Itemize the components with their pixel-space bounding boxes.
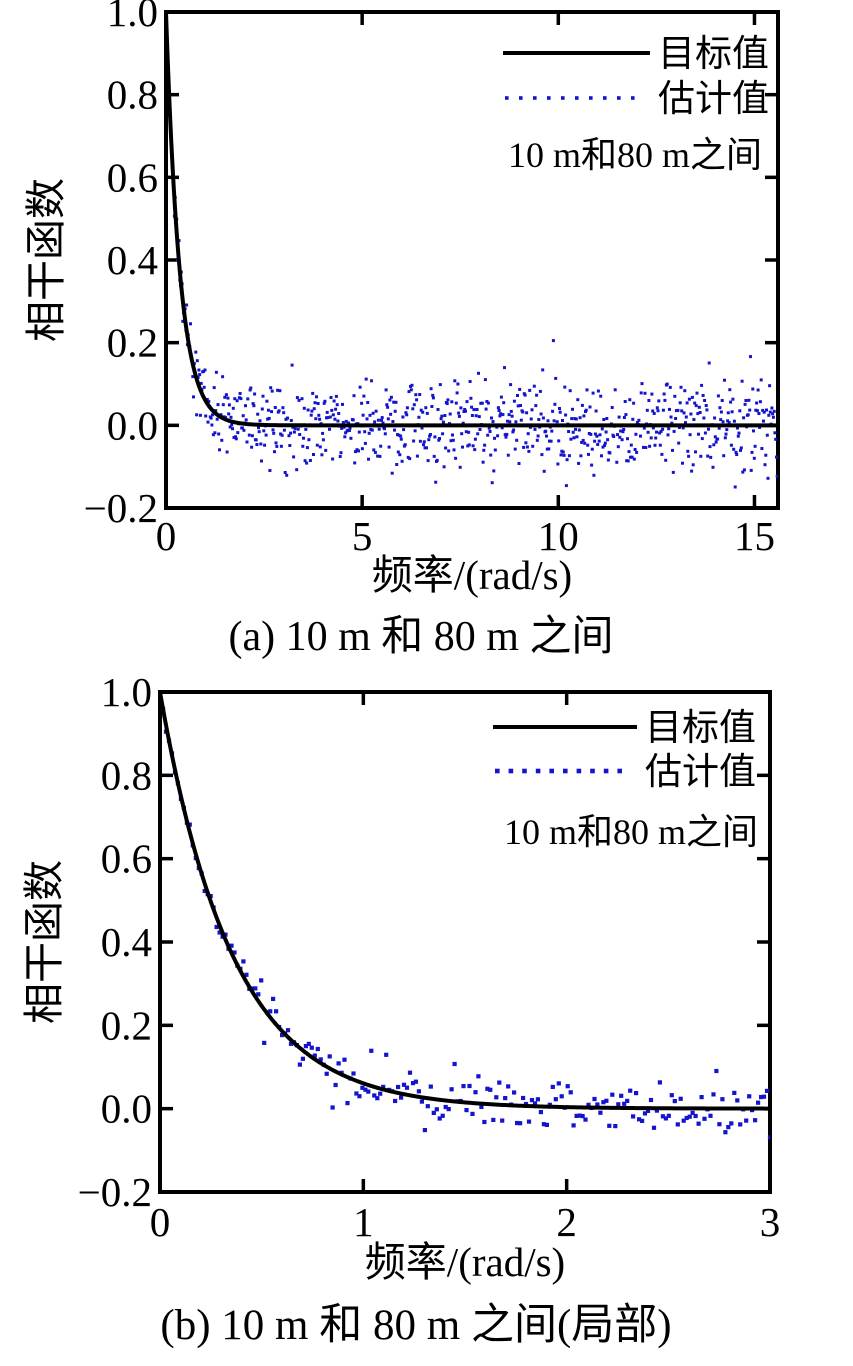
x-tick-labels: 0 1 2 3 — [150, 1199, 781, 1245]
x-tick-label: 0 — [156, 513, 177, 559]
legend-target-label: 目标值 — [658, 34, 769, 75]
legend-estimate-label: 估计值 — [658, 79, 769, 120]
legend-estimate-dots-sample — [505, 96, 635, 100]
chart-a-canvas: 0 5 10 15 1.0 0.8 0.6 0.4 0.2 0.0 −0.2 频率/(rad/s) 相干… — [23, 0, 780, 598]
chart-a-caption: (a) 10 m 和 80 m 之间 — [228, 614, 614, 660]
y-tick-label: −0.2 — [84, 485, 158, 531]
legend-estimate-dots-sample — [495, 768, 622, 774]
y-tick-labels: 1.0 0.8 0.6 0.4 0.2 0.0 −0.2 — [78, 669, 152, 1215]
y-axis-label: 相干函数 — [21, 860, 67, 1024]
chart-b: 0 1 2 3 1.0 0.8 0.6 0.4 0.2 0.0 −0.2 频率/(rad/s) 相干函数… — [0, 660, 853, 1366]
y-tick-label: 0.0 — [101, 1086, 152, 1132]
y-tick-label: 0.6 — [107, 154, 158, 200]
x-tick-label: 2 — [556, 1199, 577, 1245]
target-line-series — [166, 12, 778, 428]
y-tick-label: 0.4 — [101, 919, 152, 965]
y-tick-label: 0.0 — [107, 402, 158, 448]
y-tick-label: 0.2 — [107, 320, 158, 366]
x-tick-label: 3 — [760, 1199, 781, 1245]
distance-annotation: 10 m和80 m之间 — [508, 135, 762, 175]
target-line-series — [160, 692, 770, 1111]
x-tick-label: 10 — [538, 513, 579, 559]
chart-a: 0 5 10 15 1.0 0.8 0.6 0.4 0.2 0.0 −0.2 频率/(rad/s) 相干… — [0, 0, 853, 660]
y-tick-label: 0.4 — [107, 237, 158, 283]
x-tick-label: 15 — [734, 513, 775, 559]
x-tick-labels: 0 5 10 15 — [156, 513, 775, 559]
y-tick-label: 0.2 — [101, 1002, 152, 1048]
y-tick-label: 1.0 — [101, 669, 152, 715]
y-tick-label: 0.8 — [101, 752, 152, 798]
y-axis-label: 相干函数 — [23, 178, 69, 342]
distance-annotation: 10 m和80 m之间 — [504, 812, 758, 852]
y-tick-label: 0.8 — [107, 72, 158, 118]
y-tick-label: 0.6 — [101, 836, 152, 882]
y-tick-label: −0.2 — [78, 1169, 152, 1215]
x-tick-label: 0 — [150, 1199, 171, 1245]
y-tick-label: 1.0 — [107, 0, 158, 35]
legend-target-label: 目标值 — [645, 708, 756, 749]
y-tick-labels: 1.0 0.8 0.6 0.4 0.2 0.0 −0.2 — [84, 0, 158, 531]
chart-b-canvas: 0 1 2 3 1.0 0.8 0.6 0.4 0.2 0.0 −0.2 频率/(rad/s) 相干函数… — [21, 669, 781, 1285]
estimate-scatter-series — [166, 40, 778, 489]
chart-b-caption: (b) 10 m 和 80 m 之间(局部) — [160, 1302, 672, 1349]
x-axis-label: 频率/(rad/s) — [372, 552, 572, 598]
x-tick-label: 1 — [353, 1199, 374, 1245]
legend-estimate-label: 估计值 — [645, 752, 756, 793]
x-tick-label: 5 — [352, 513, 373, 559]
x-axis-label: 频率/(rad/s) — [365, 1239, 565, 1285]
